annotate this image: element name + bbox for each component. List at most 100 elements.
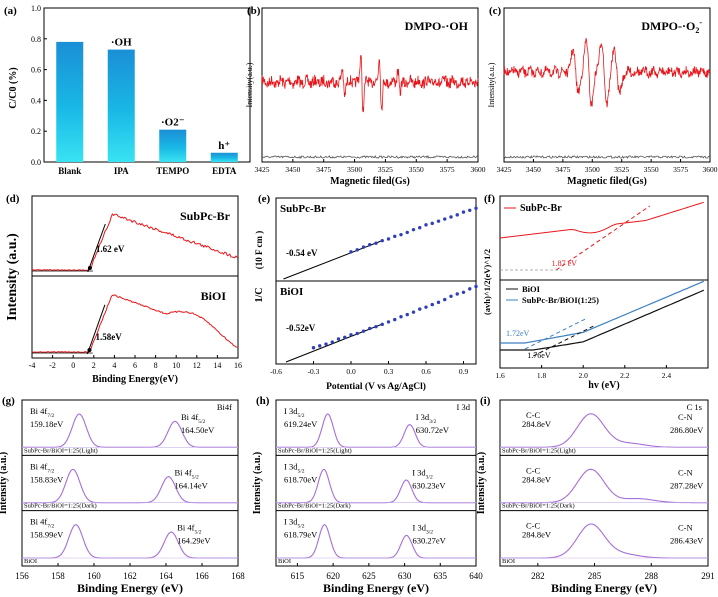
ms-data-point bbox=[443, 297, 447, 302]
peak1-label-sub: 7/2 bbox=[47, 524, 54, 530]
panel-e-xlabel: Potential (V vs Ag/AgCl) bbox=[326, 381, 426, 392]
peak2-label: Bi 4f5/2 bbox=[181, 412, 206, 425]
flatband-value: -0.52eV bbox=[286, 323, 316, 333]
x-tick-label: 285 bbox=[588, 571, 602, 581]
ms-data-point bbox=[443, 217, 447, 221]
ms-data-point bbox=[405, 230, 409, 235]
ms-data-point bbox=[343, 335, 347, 340]
peak2-value: 164.50eV bbox=[181, 425, 215, 435]
peak2-label-sub: 3/2 bbox=[426, 474, 433, 480]
x-tick-label: 288 bbox=[645, 571, 659, 581]
title-subscript: 2 bbox=[695, 26, 699, 35]
y-tick-label: 0.6 bbox=[31, 66, 41, 75]
gap-bioi: 1.76eV bbox=[527, 351, 551, 360]
panel-c-title: DMPO-·O2- bbox=[641, 18, 702, 35]
peak1-label: Bi 4f7/2 bbox=[30, 517, 55, 530]
x-tick-label: 3525 bbox=[378, 165, 393, 174]
vb-spectrum bbox=[31, 294, 238, 353]
ms-data-point bbox=[380, 322, 384, 327]
ms-data-point bbox=[436, 300, 441, 305]
x-tick-label: 635 bbox=[434, 571, 448, 581]
panel-i-ylabel: Intensity (a.u.) bbox=[476, 452, 487, 515]
ms-data-point bbox=[399, 315, 403, 319]
row-condition: SubPc-Br/BiOI=1:25(Light) bbox=[278, 447, 352, 454]
x-tick-label: 3550 bbox=[409, 165, 424, 174]
bar-annotation: ·O2⁻ bbox=[161, 117, 185, 129]
subplot-name: SubPc-Br bbox=[180, 209, 231, 223]
peak1-label-main: Bi 4f bbox=[30, 517, 47, 527]
x-tick-label: 10 bbox=[172, 361, 180, 370]
ms-data-point bbox=[368, 326, 372, 331]
subplot-name: BiOI bbox=[280, 286, 303, 298]
ms-data-point bbox=[349, 250, 353, 254]
peak2-label-sub: 3/2 bbox=[426, 530, 433, 536]
peak1-label: I 3d5/2 bbox=[284, 461, 305, 474]
panel-h-ylabel: Intensity (a.u.) bbox=[252, 452, 263, 515]
x-tick-label: 1.6 bbox=[495, 371, 505, 380]
ms-data-point bbox=[424, 305, 428, 309]
ms-data-point bbox=[393, 317, 397, 322]
panel-c-label: (c) bbox=[489, 5, 502, 17]
edge-value: 1.62 eV bbox=[96, 244, 125, 254]
ms-data-point bbox=[474, 206, 478, 210]
legend-subpc-br: SubPc-Br bbox=[520, 203, 562, 214]
peak2-value: 630.23eV bbox=[412, 480, 446, 490]
peak2-label-main: Bi 4f bbox=[177, 523, 194, 533]
x-tick-label: 0.0 bbox=[346, 367, 356, 376]
peak1-label: Bi 4f7/2 bbox=[30, 406, 55, 419]
x-tick-label: 615 bbox=[291, 571, 305, 581]
ms-data-point bbox=[393, 234, 397, 239]
tauc-bioi-trace bbox=[500, 289, 705, 351]
ms-data-point bbox=[436, 219, 441, 223]
legend-bioi: BiOI bbox=[522, 284, 541, 294]
title-superscript: - bbox=[699, 18, 702, 27]
bar-annotation: ·OH bbox=[111, 37, 132, 49]
x-tick-label: 625 bbox=[362, 571, 376, 581]
x-tick-label: 166 bbox=[195, 571, 209, 581]
ms-data-point bbox=[461, 290, 466, 294]
peak2-label-sub: 5/2 bbox=[194, 530, 201, 536]
peak1-label-main: I 3d bbox=[284, 406, 298, 416]
x-tick-label: 630 bbox=[398, 571, 412, 581]
panel-f-ylabel: (avh)^1/2(eV)^1/2 bbox=[482, 249, 492, 315]
edge-tangent bbox=[86, 304, 106, 355]
x-tick-label: 3600 bbox=[471, 165, 486, 174]
peak1-value: 284.8eV bbox=[522, 474, 552, 484]
peak1-value: 618.70eV bbox=[284, 474, 318, 484]
peak2-label: Bi 4f5/2 bbox=[177, 523, 202, 536]
panel-f-label: (f) bbox=[484, 193, 495, 205]
panel-h-frame bbox=[275, 399, 477, 567]
panel-e-ylabel-units: (10 F cm ) bbox=[254, 231, 264, 269]
peak2-label-main: I 3d bbox=[413, 523, 427, 533]
peak1-value: 618.79eV bbox=[284, 530, 318, 540]
row-condition: SubPc-Br/BiOI=1:25(Dark) bbox=[502, 503, 575, 510]
x-tick-label: 4 bbox=[112, 361, 116, 370]
peak1-label: C-C bbox=[526, 410, 541, 420]
ms-data-point bbox=[386, 320, 391, 324]
peak1-label-sub: 5/2 bbox=[297, 413, 304, 419]
panel-g-label: (g) bbox=[2, 395, 15, 407]
x-tick-label: 3475 bbox=[316, 165, 331, 174]
y-tick-label: 0.2 bbox=[31, 127, 41, 136]
x-tick-label: 2.2 bbox=[620, 371, 630, 380]
row-condition: SubPc-Br/BiOI=1:25(Light) bbox=[502, 447, 576, 454]
panel-i-label: (i) bbox=[480, 395, 491, 407]
edge-marker bbox=[87, 266, 92, 270]
esr-light-trace bbox=[503, 37, 711, 108]
peak1-label-main: Bi 4f bbox=[30, 406, 47, 416]
ms-data-point bbox=[361, 245, 366, 249]
x-tick-label: 3550 bbox=[644, 165, 659, 174]
peak1-label: I 3d5/2 bbox=[284, 517, 305, 530]
peak2-label: I 3d3/2 bbox=[413, 523, 434, 536]
peak2-label: C-N bbox=[678, 412, 693, 422]
peak2-label: C-N bbox=[678, 467, 693, 477]
peak2-value: 286.43eV bbox=[670, 536, 704, 546]
ms-data-point bbox=[355, 248, 359, 252]
panel-c-frame bbox=[503, 7, 711, 163]
x-tick-label: 620 bbox=[326, 571, 340, 581]
x-tick-label: 158 bbox=[51, 571, 65, 581]
tauc-composite-tangent bbox=[524, 317, 588, 350]
ms-data-point bbox=[330, 340, 334, 344]
panel-i-frame bbox=[499, 399, 709, 567]
panel-b-xlabel: Magnetic filed(Gs) bbox=[330, 176, 410, 187]
